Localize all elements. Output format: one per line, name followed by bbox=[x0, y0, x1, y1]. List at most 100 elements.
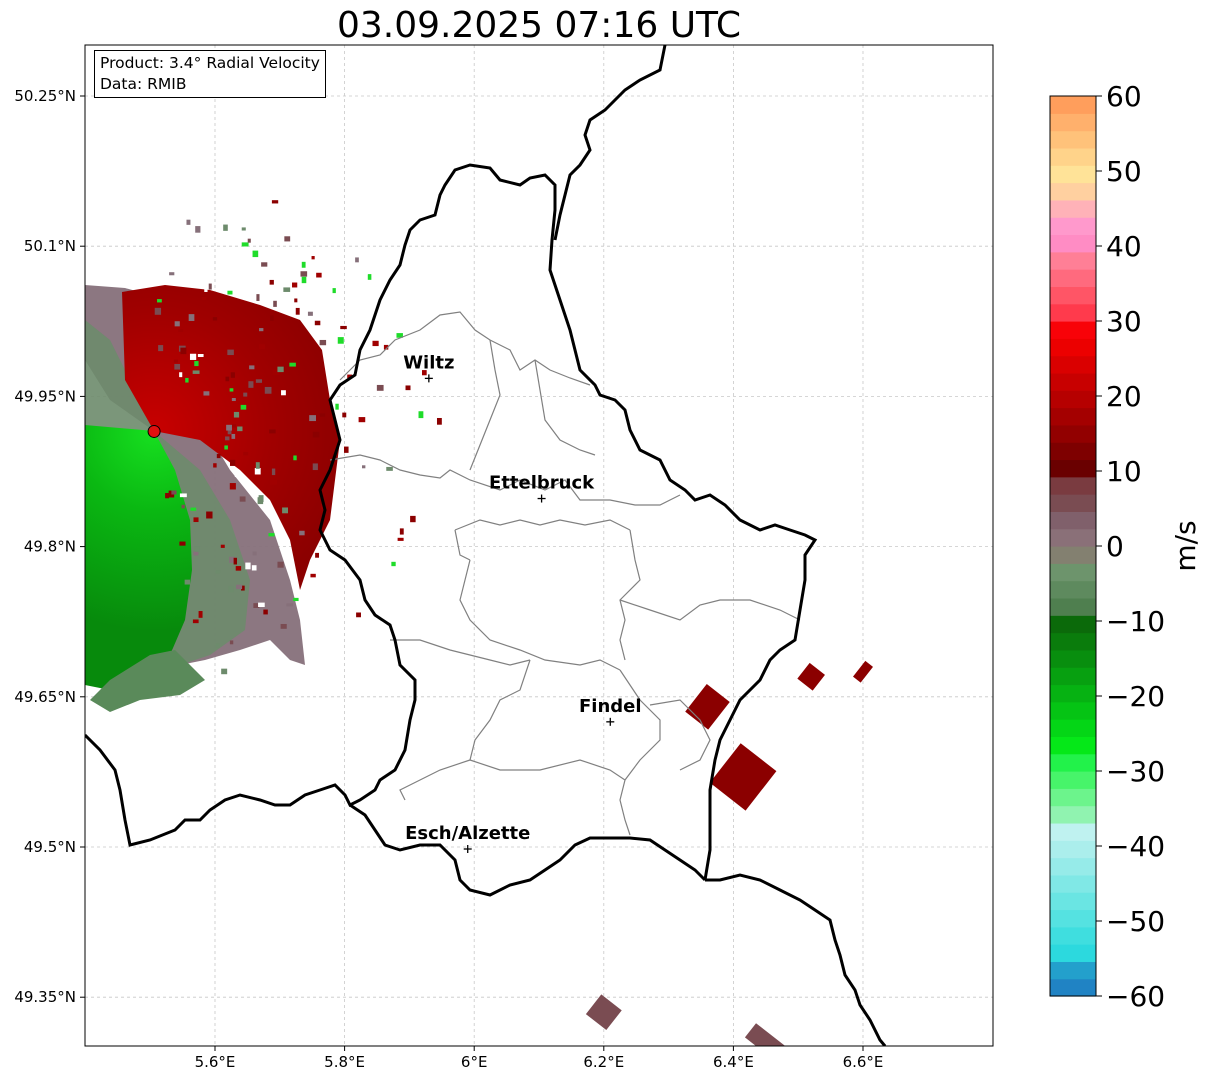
city-ettelbruck[interactable]: Ettelbruck bbox=[489, 473, 595, 503]
lat-tick-label: 49.5°N bbox=[24, 838, 76, 856]
echo-speck bbox=[335, 403, 339, 410]
colorbar-segment bbox=[1050, 840, 1096, 859]
echo-speck bbox=[215, 643, 220, 648]
radar-site-marker[interactable] bbox=[147, 424, 161, 438]
echo-speck bbox=[179, 493, 187, 498]
echo-speck bbox=[240, 404, 247, 410]
colorbar-segment bbox=[1050, 424, 1096, 443]
echo-speck bbox=[258, 602, 265, 608]
echo-speck bbox=[258, 344, 265, 350]
echo-speck bbox=[233, 557, 238, 565]
echo-speck bbox=[185, 377, 189, 383]
echo-speck bbox=[179, 372, 183, 378]
product-label: Product: 3.4° Radial Velocity bbox=[100, 54, 320, 72]
city-findel[interactable]: Findel bbox=[579, 696, 642, 726]
colorbar-segment bbox=[1050, 701, 1096, 720]
lon-tick-label: 6°E bbox=[461, 1053, 488, 1071]
colorbar: 60 50 40 30 20 10 0 −10 −20 −30 −40 −50 −60 m/s bbox=[1049, 80, 1202, 1013]
echo-speck bbox=[186, 219, 191, 225]
colorbar-segment bbox=[1050, 286, 1096, 305]
echo-speck bbox=[358, 417, 366, 423]
city-wiltz[interactable]: Wiltz bbox=[403, 352, 454, 383]
colorbar-tick-label: −20 bbox=[1106, 680, 1165, 713]
lon-tick-label: 6.4°E bbox=[713, 1053, 754, 1071]
echo-speck bbox=[195, 226, 201, 233]
echo-speck bbox=[280, 623, 287, 629]
echo-speck bbox=[364, 270, 368, 275]
echo-speck bbox=[315, 552, 320, 558]
echo-speck bbox=[220, 544, 225, 548]
echo-speck bbox=[201, 296, 207, 300]
echo-speck bbox=[397, 537, 404, 541]
echo-speck bbox=[255, 379, 263, 383]
echo-speck bbox=[319, 339, 327, 346]
echo-speck bbox=[184, 579, 190, 585]
echo-speck bbox=[386, 466, 393, 471]
city-label: Esch/Alzette bbox=[405, 823, 530, 844]
city-label: Findel bbox=[579, 696, 642, 717]
colorbar-segment bbox=[1050, 147, 1096, 166]
colorbar-segment bbox=[1050, 753, 1096, 772]
colorbar-segment bbox=[1050, 805, 1096, 824]
echo-speck bbox=[337, 337, 344, 344]
echo-speck bbox=[271, 200, 279, 204]
colorbar-segment bbox=[1050, 355, 1096, 374]
colorbar-segment bbox=[1050, 372, 1096, 391]
lat-tick-label: 49.65°N bbox=[14, 688, 76, 706]
echo-speck bbox=[227, 349, 234, 356]
echo-speck bbox=[312, 463, 318, 471]
echo-speck bbox=[273, 300, 277, 307]
echo-speck bbox=[293, 597, 299, 602]
luxembourg-border bbox=[85, 163, 818, 881]
echo-speck bbox=[309, 415, 316, 422]
colorbar-segment bbox=[1050, 511, 1096, 530]
echo-speck bbox=[208, 283, 212, 290]
echo-speck bbox=[252, 551, 257, 556]
echo-speck bbox=[418, 411, 424, 419]
echo-speck bbox=[269, 479, 277, 485]
colorbar-segment bbox=[1050, 857, 1096, 876]
echo-speck bbox=[314, 320, 321, 326]
echo-speck bbox=[355, 541, 362, 546]
echo-speck bbox=[313, 586, 320, 591]
echo-speck bbox=[200, 255, 207, 260]
echo-speck bbox=[277, 366, 284, 373]
echo-speck bbox=[235, 566, 242, 571]
echo-speck bbox=[228, 585, 234, 593]
colorbar-segment bbox=[1050, 234, 1096, 253]
city-esch-alzette[interactable]: Esch/Alzette bbox=[405, 823, 530, 854]
lat-tick-label: 50.1°N bbox=[24, 237, 76, 255]
echo-speck bbox=[192, 619, 199, 624]
colorbar-segment bbox=[1050, 217, 1096, 236]
colorbar-tick-label: −10 bbox=[1106, 605, 1165, 638]
echo-green-tail bbox=[90, 650, 205, 712]
echo-speck bbox=[171, 490, 177, 495]
echo-speck bbox=[294, 298, 298, 303]
colorbar-segment bbox=[1050, 546, 1096, 564]
colorbar-segment bbox=[1050, 269, 1096, 287]
colorbar-segment bbox=[1050, 961, 1096, 980]
echo-speck bbox=[226, 424, 232, 431]
lat-tick-label: 49.35°N bbox=[14, 988, 76, 1006]
colorbar-segment bbox=[1050, 944, 1096, 962]
product-info-box: Product: 3.4° Radial Velocity Data: RMIB bbox=[94, 50, 326, 98]
echo-speck bbox=[362, 465, 366, 469]
lat-tick-label: 50.25°N bbox=[14, 87, 76, 105]
echo-speck bbox=[271, 468, 276, 476]
echo-speck bbox=[230, 372, 235, 378]
plot-frame bbox=[84, 44, 994, 1047]
echo-speck bbox=[204, 287, 208, 292]
colorbar-segment bbox=[1050, 978, 1096, 997]
echo-speck bbox=[249, 365, 255, 370]
echo-speck bbox=[173, 359, 179, 363]
echo-speck bbox=[225, 436, 230, 441]
echo-cell bbox=[685, 684, 730, 730]
colorbar-segment bbox=[1050, 442, 1096, 461]
echo-speck bbox=[165, 493, 170, 499]
colorbar-tick-label: 20 bbox=[1106, 380, 1142, 413]
echo-speck bbox=[241, 242, 249, 247]
echo-speck bbox=[229, 556, 235, 563]
colorbar-segment bbox=[1050, 719, 1096, 737]
echo-speck bbox=[376, 384, 384, 391]
